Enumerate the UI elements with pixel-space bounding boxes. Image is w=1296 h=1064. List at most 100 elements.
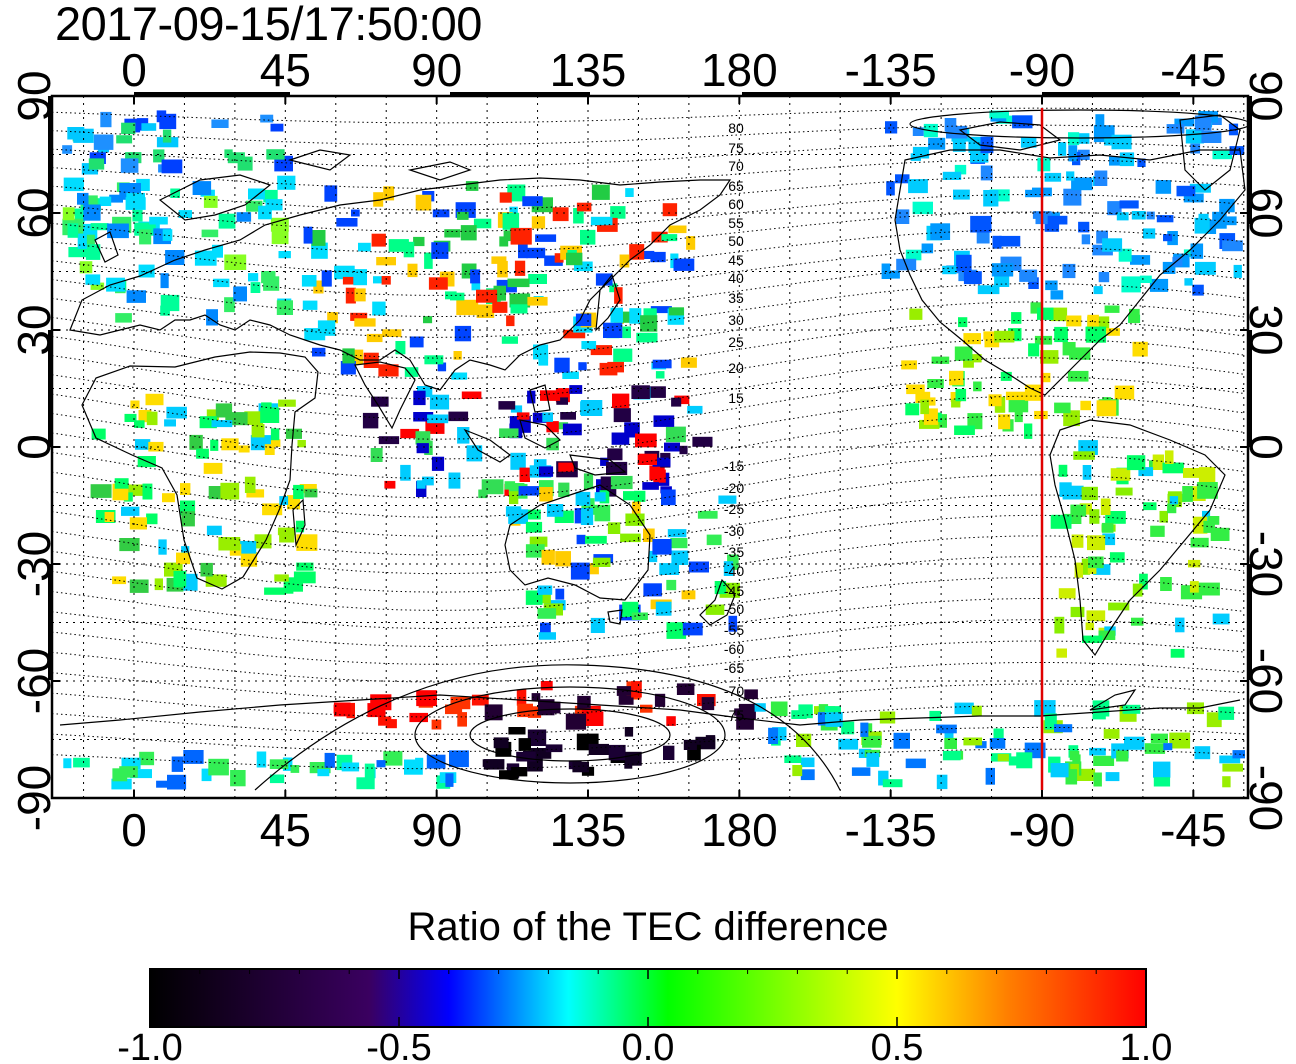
tec-patch <box>862 735 882 748</box>
tec-patch <box>334 265 355 280</box>
tec-patch <box>1093 755 1115 766</box>
tec-patch <box>274 155 293 172</box>
magnetic-latitude-label: 70 <box>728 158 744 174</box>
tec-patch <box>251 424 265 438</box>
tec-patch <box>640 704 653 713</box>
tec-patch <box>929 710 941 721</box>
tec-patch <box>687 405 703 414</box>
tec-patch <box>625 751 642 766</box>
tec-patch <box>1122 704 1141 714</box>
tec-patch <box>540 681 553 691</box>
tec-patch <box>299 484 317 494</box>
tec-patch <box>613 348 633 362</box>
magnetic-latitude-line <box>52 748 1245 770</box>
tec-patch <box>642 482 659 490</box>
magnetic-latitude-label: 50 <box>728 233 744 249</box>
tec-patch <box>183 750 204 764</box>
tec-patch <box>271 228 289 245</box>
tec-patch <box>1050 307 1068 322</box>
tec-patch <box>1054 724 1073 733</box>
magnetic-latitude-line <box>52 577 1245 629</box>
tec-patch <box>1062 485 1084 500</box>
tec-patch <box>671 550 689 565</box>
tec-patch <box>595 273 613 286</box>
tec-patch <box>1071 177 1093 191</box>
tec-patch <box>1194 746 1211 760</box>
magnetic-latitude-label: -30 <box>724 523 744 539</box>
tec-patch <box>431 719 442 730</box>
tec-patch <box>575 313 592 327</box>
tec-patch <box>1100 498 1111 515</box>
tec-patch <box>1034 335 1053 345</box>
tec-patch <box>376 760 386 768</box>
tec-patch <box>1074 562 1083 578</box>
magnetic-latitude-labels: 80 75 70 65 60 55 50 45 40 35 30 25 20 15 -15 -20 -25 -30… <box>724 120 744 723</box>
tec-patch <box>1169 496 1179 505</box>
tec-patch <box>609 283 618 293</box>
tec-patch <box>189 434 203 450</box>
tec-patch <box>62 207 75 221</box>
tec-patch <box>492 301 508 313</box>
tec-patch <box>370 448 383 462</box>
tec-patch <box>967 413 983 430</box>
tec-patch <box>1081 558 1091 575</box>
tec-patch <box>544 255 563 266</box>
tec-patch <box>585 535 607 544</box>
tec-patch <box>114 478 129 489</box>
tec-patch <box>473 218 492 229</box>
tec-patch <box>825 712 843 727</box>
tec-patch <box>244 411 264 425</box>
tec-patch <box>533 344 549 360</box>
tec-patch <box>457 427 470 444</box>
tec-patch <box>1222 763 1243 772</box>
tec-patch <box>653 469 666 483</box>
tec-patch <box>509 293 531 308</box>
tec-patch <box>659 563 680 575</box>
tec-patch <box>491 256 507 264</box>
tec-patch <box>385 719 397 729</box>
tec-patch <box>594 492 606 502</box>
tec-patch <box>1040 372 1051 383</box>
tec-patch <box>81 195 98 207</box>
tec-patch <box>629 308 642 324</box>
tec-patch <box>146 513 158 525</box>
tec-patch <box>302 300 318 310</box>
tec-patch <box>493 737 509 749</box>
tec-patch <box>378 364 399 377</box>
lat-label-right: 60 <box>1240 187 1292 238</box>
tec-patch <box>1169 732 1191 749</box>
tec-patch <box>135 439 151 450</box>
tec-patch <box>160 273 169 289</box>
lat-label-right: 0 <box>1240 434 1292 460</box>
tec-patch <box>445 773 454 787</box>
tec-patch <box>476 304 495 318</box>
tec-patch <box>478 489 488 499</box>
tec-patch <box>270 123 284 132</box>
tec-patch <box>531 693 541 701</box>
tec-patch <box>230 770 246 787</box>
tec-patch <box>988 394 1002 407</box>
tec-patch <box>1109 552 1125 563</box>
tec-patch <box>278 251 291 259</box>
tec-patch <box>610 307 623 323</box>
tec-patch <box>1067 370 1089 382</box>
frame-band-right <box>1247 564 1252 680</box>
lon-label-top: 0 <box>121 44 147 96</box>
tec-patch <box>1011 312 1022 324</box>
lat-label-left: -90 <box>8 765 60 831</box>
tec-patch <box>954 425 975 435</box>
magnetic-latitude-line <box>52 662 1245 700</box>
tec-patch <box>461 391 482 399</box>
magnetic-latitude-label: -50 <box>724 601 744 617</box>
tec-patch <box>499 770 519 780</box>
tec-patch <box>1132 583 1143 597</box>
tec-patch <box>963 271 982 285</box>
magnetic-latitude-label: 40 <box>728 270 744 286</box>
tec-patch <box>416 480 426 489</box>
tec-patch <box>425 419 445 434</box>
tec-patch <box>142 483 153 500</box>
tec-patch <box>610 475 633 490</box>
tec-patch <box>356 777 375 790</box>
tec-patch <box>353 269 367 286</box>
tec-patch <box>573 208 584 224</box>
